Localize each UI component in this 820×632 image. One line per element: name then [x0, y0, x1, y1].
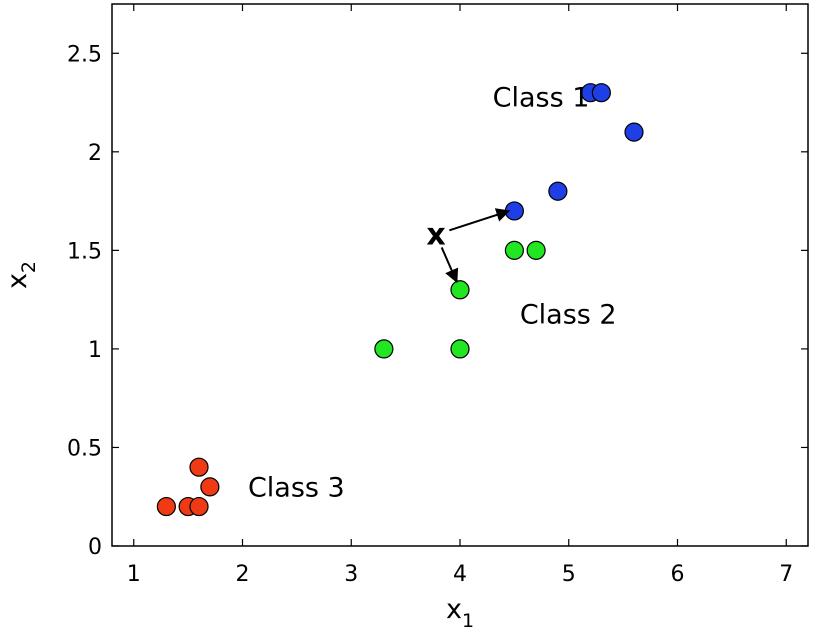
annotations: Class 1 Class 2 Class 3 x: [248, 82, 617, 503]
y-tick-label: 1.5: [67, 239, 102, 264]
y-tick-label: 0: [88, 535, 102, 560]
x-axis-label: x1: [446, 594, 474, 632]
data-point: [624, 122, 644, 142]
x-tick-label: 7: [779, 562, 793, 587]
data-point: [450, 280, 470, 300]
data-point: [526, 240, 546, 260]
query-point-label: x: [426, 218, 445, 253]
y-tick-label: 1: [88, 338, 102, 363]
axis-ticks: 1 2 3 4 5 6 7 0 0.5 1 1.5 2 2.5: [67, 4, 808, 587]
x-tick-label: 1: [127, 562, 141, 587]
y-tick-label: 2: [88, 141, 102, 166]
data-point: [591, 83, 611, 103]
y-axis-label: x2: [2, 261, 40, 289]
data-point: [548, 181, 568, 201]
y-tick-label: 0.5: [67, 436, 102, 461]
x-tick-label: 6: [671, 562, 685, 587]
x-axis-label-base: x: [446, 594, 462, 625]
x-tick-label: 3: [344, 562, 358, 587]
data-point: [189, 457, 209, 477]
class-annotation: Class 3: [248, 473, 345, 504]
x-tick-label: 4: [453, 562, 467, 587]
x-tick-label: 2: [236, 562, 250, 587]
x-axis-label-sub: 1: [462, 610, 474, 632]
y-tick-label: 2.5: [67, 42, 102, 67]
data-point: [450, 339, 470, 359]
neighbor-arrow: [449, 208, 511, 232]
neighbor-arrow: [440, 247, 459, 284]
data-point: [189, 496, 209, 517]
data-point: [504, 240, 524, 260]
y-axis-label-base: x: [2, 273, 33, 289]
x-tick-label: 5: [562, 562, 576, 587]
data-point: [156, 496, 176, 517]
class-annotation: Class 1: [493, 82, 590, 113]
data-point: [374, 339, 394, 359]
data-point: [200, 477, 220, 497]
y-axis-label-sub: 2: [18, 261, 40, 273]
class-annotation: Class 2: [520, 299, 617, 330]
plot-frame: [111, 3, 809, 547]
data-points: [156, 83, 644, 517]
